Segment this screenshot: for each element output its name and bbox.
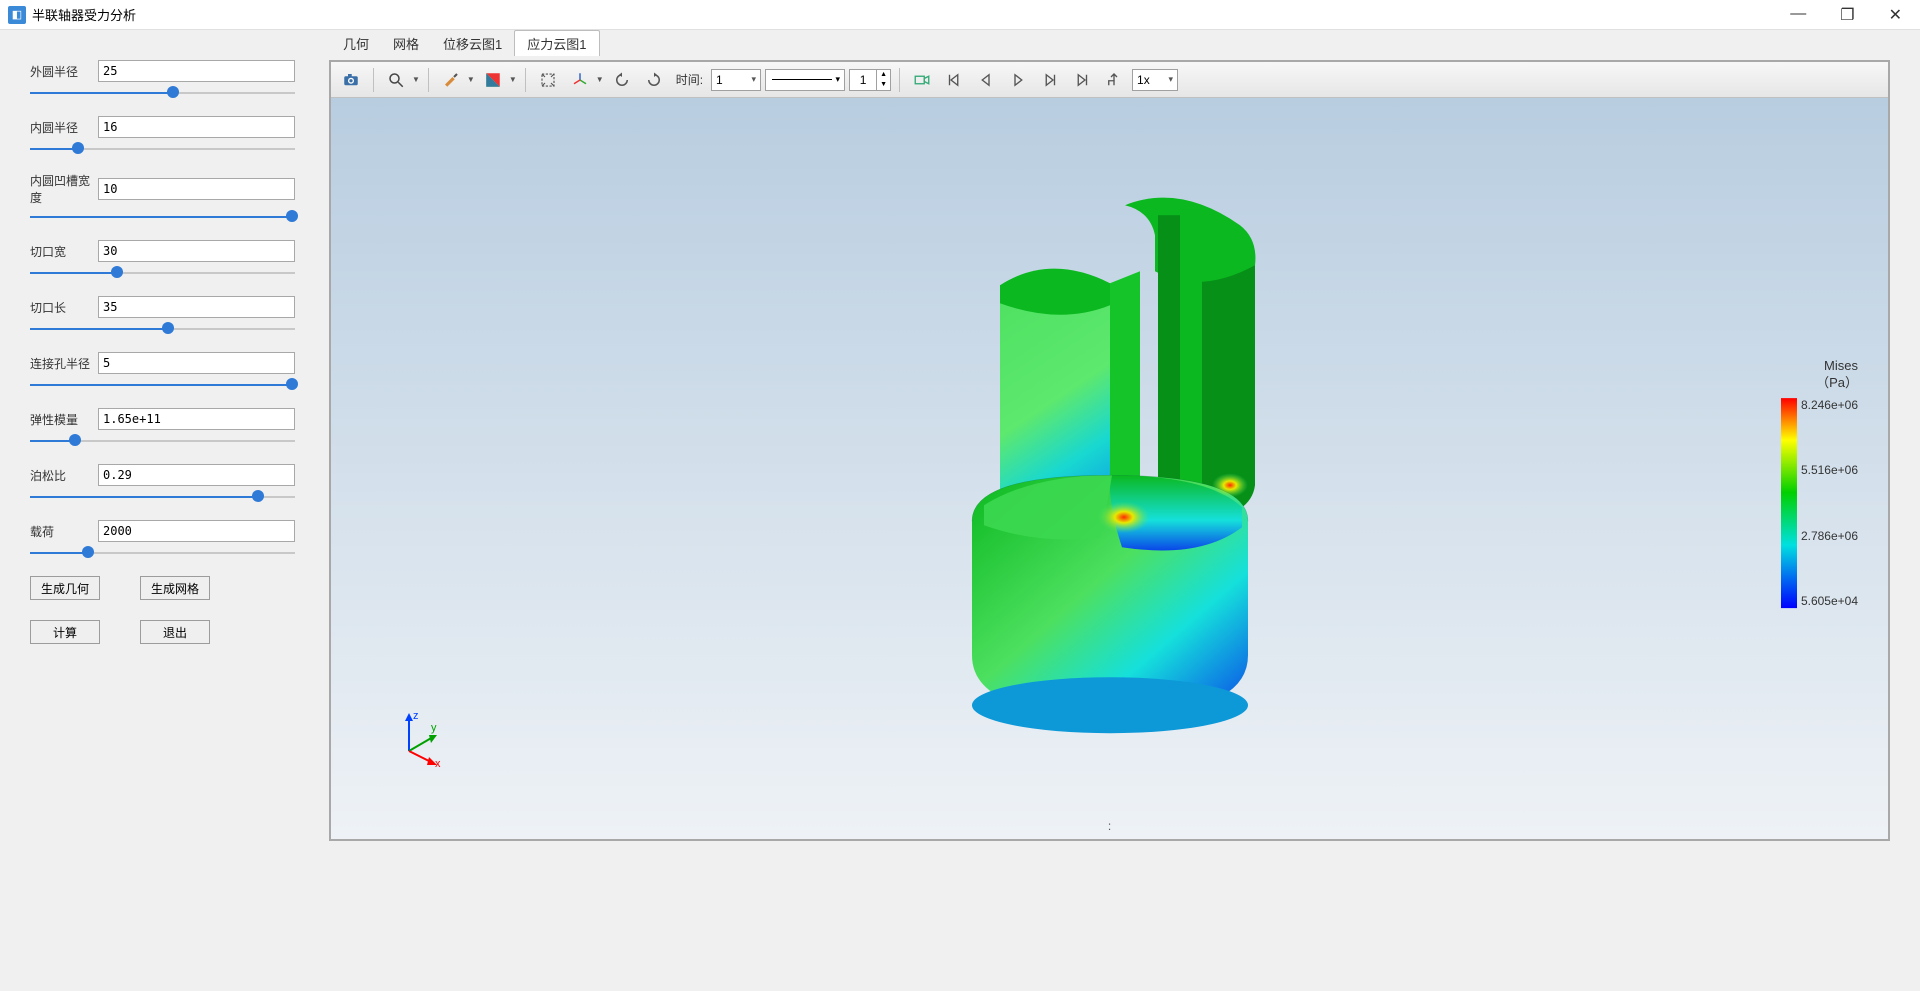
triad-z: z [413, 710, 419, 722]
generate-mesh-button[interactable]: 生成网格 [140, 576, 210, 600]
param-row-0: 外圆半径 [30, 60, 295, 96]
legend-tick-1: 5.516e+06 [1801, 464, 1858, 478]
param-input-3[interactable] [98, 240, 295, 262]
tab-0[interactable]: 几何 [331, 31, 381, 56]
param-input-2[interactable] [98, 178, 295, 200]
param-row-6: 弹性模量 [30, 408, 295, 444]
param-label: 切口宽 [30, 243, 98, 260]
palette-dropdown[interactable]: ▼ [479, 66, 517, 94]
legend-colorbar [1781, 398, 1797, 608]
param-input-4[interactable] [98, 296, 295, 318]
window-titlebar: ◧ 半联轴器受力分析 — ❐ ✕ [0, 0, 1920, 30]
result-tabs: 几何网格位移云图1应力云图1 [325, 30, 1920, 56]
triad-y: y [431, 722, 437, 734]
generate-geometry-button[interactable]: 生成几何 [30, 576, 100, 600]
legend-title-1: Mises [1824, 358, 1858, 373]
param-label: 连接孔半径 [30, 355, 98, 372]
frame-spinner[interactable]: 1▲▼ [849, 69, 891, 91]
camera-icon[interactable] [337, 66, 365, 94]
triad-x: x [435, 758, 441, 769]
param-slider-5[interactable] [30, 380, 295, 388]
fit-view-icon[interactable] [534, 66, 562, 94]
step-forward-icon[interactable] [1036, 66, 1064, 94]
viewer-toolbar: ▼ ▼ ▼ ▼ [331, 62, 1888, 98]
param-slider-2[interactable] [30, 212, 295, 220]
stress-model [900, 175, 1320, 740]
param-label: 内圆半径 [30, 119, 98, 136]
legend-tick-2: 2.786e+06 [1801, 529, 1858, 543]
compute-button[interactable]: 计算 [30, 620, 100, 644]
axis-view-dropdown[interactable]: ▼ [566, 66, 604, 94]
param-slider-8[interactable] [30, 548, 295, 556]
window-minimize-button[interactable]: — [1790, 5, 1806, 25]
param-label: 外圆半径 [30, 63, 98, 80]
param-slider-4[interactable] [30, 324, 295, 332]
param-input-8[interactable] [98, 520, 295, 542]
param-slider-1[interactable] [30, 144, 295, 152]
param-input-5[interactable] [98, 352, 295, 374]
legend-tick-3: 5.605e+04 [1801, 594, 1858, 608]
param-input-0[interactable] [98, 60, 295, 82]
param-slider-3[interactable] [30, 268, 295, 276]
status-text: : [1108, 819, 1111, 833]
playback-speed-select[interactable]: 1x [1132, 69, 1178, 91]
param-label: 内圆凹槽宽度 [30, 172, 98, 206]
camera-record-icon[interactable] [908, 66, 936, 94]
param-slider-6[interactable] [30, 436, 295, 444]
viewer-frame: ▼ ▼ ▼ ▼ [329, 60, 1890, 841]
timeline-slider[interactable]: ▾ [765, 69, 845, 91]
skip-first-icon[interactable] [940, 66, 968, 94]
zoom-dropdown[interactable]: ▼ [382, 66, 420, 94]
time-label: 时间: [676, 71, 703, 88]
param-input-1[interactable] [98, 116, 295, 138]
param-label: 弹性模量 [30, 411, 98, 428]
play-icon[interactable] [1004, 66, 1032, 94]
brush-dropdown[interactable]: ▼ [437, 66, 475, 94]
param-row-1: 内圆半径 [30, 116, 295, 152]
parameter-sidebar: 外圆半径 内圆半径 内圆凹槽宽度 切口宽 [0, 30, 325, 991]
param-input-7[interactable] [98, 464, 295, 486]
window-maximize-button[interactable]: ❐ [1840, 5, 1854, 25]
param-row-2: 内圆凹槽宽度 [30, 172, 295, 220]
param-row-8: 载荷 [30, 520, 295, 556]
legend-tick-0: 8.246e+06 [1801, 398, 1858, 412]
param-row-4: 切口长 [30, 296, 295, 332]
param-slider-7[interactable] [30, 492, 295, 500]
param-input-6[interactable] [98, 408, 295, 430]
export-icon[interactable] [1100, 66, 1128, 94]
axis-triad: z y x [391, 709, 451, 769]
rotate-cw-icon[interactable] [640, 66, 668, 94]
color-legend: Mises （Pa） 8.246e+06 5.516e+06 2.786e+06 5.… [1781, 358, 1858, 608]
window-title: 半联轴器受力分析 [32, 5, 136, 24]
param-label: 泊松比 [30, 467, 98, 484]
tab-3[interactable]: 应力云图1 [514, 30, 599, 56]
tab-2[interactable]: 位移云图1 [431, 31, 514, 56]
param-label: 载荷 [30, 523, 98, 540]
step-back-icon[interactable] [972, 66, 1000, 94]
render-viewport[interactable]: z y x Mises （Pa） [331, 98, 1888, 839]
param-slider-0[interactable] [30, 88, 295, 96]
window-close-button[interactable]: ✕ [1889, 5, 1902, 25]
rotate-ccw-icon[interactable] [608, 66, 636, 94]
param-row-3: 切口宽 [30, 240, 295, 276]
param-row-5: 连接孔半径 [30, 352, 295, 388]
exit-button[interactable]: 退出 [140, 620, 210, 644]
tab-1[interactable]: 网格 [381, 31, 431, 56]
time-select[interactable]: 1 [711, 69, 761, 91]
skip-last-icon[interactable] [1068, 66, 1096, 94]
param-row-7: 泊松比 [30, 464, 295, 500]
app-icon: ◧ [8, 6, 26, 24]
legend-title-2: （Pa） [1816, 375, 1858, 390]
param-label: 切口长 [30, 299, 98, 316]
